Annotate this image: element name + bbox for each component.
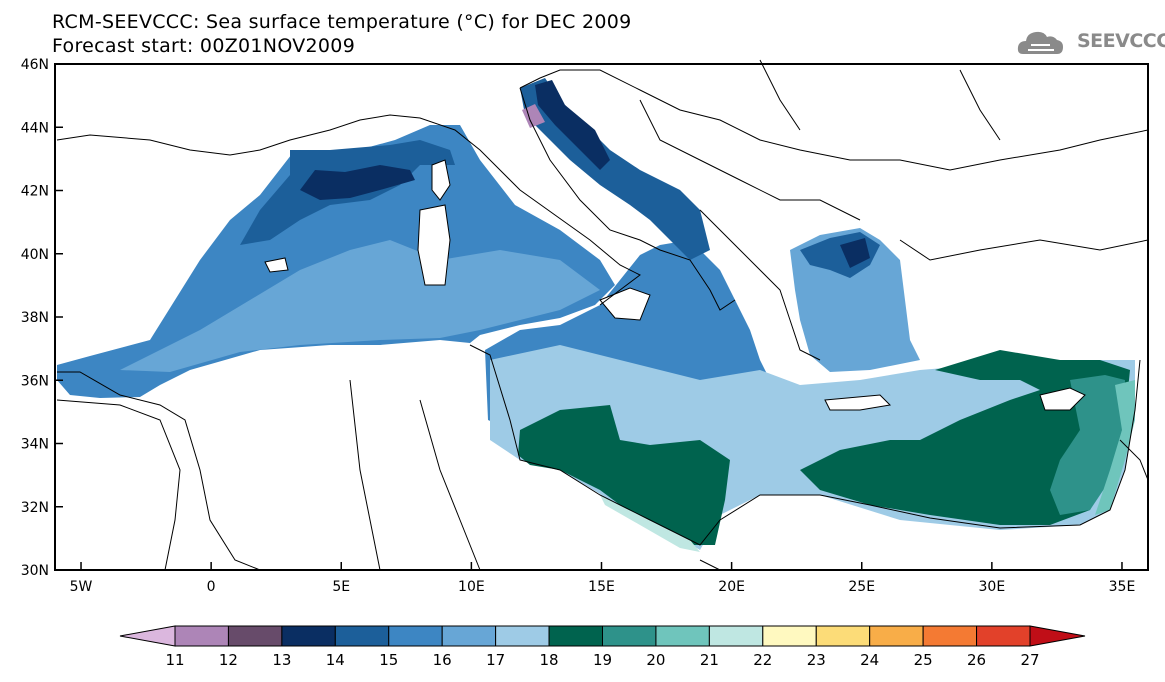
sardinia: [417, 204, 451, 286]
colorbar-label: 18: [540, 651, 559, 669]
colorbar-label: 27: [1020, 651, 1039, 669]
colorbar-label: 22: [753, 651, 772, 669]
colorbar-label: 14: [326, 651, 345, 669]
colorbar-label: 23: [807, 651, 826, 669]
y-axis: 46N 44N 42N 40N 38N 36N 34N 32N 30N: [21, 57, 63, 579]
colorbar-box: [281, 625, 336, 647]
islands: [264, 159, 1086, 411]
y-tick-label: 40N: [21, 247, 49, 263]
colorbar-box: [334, 625, 390, 647]
map-title: RCM-SEEVCCC: Sea surface temperature (°C…: [52, 11, 632, 33]
colorbar-label: 17: [486, 651, 505, 669]
colorbar-box: [174, 625, 229, 647]
x-tick-label: 15E: [588, 579, 615, 595]
north-adriatic-cold: [535, 80, 610, 170]
colorbar-label: 16: [433, 651, 452, 669]
colorbar-box: [655, 625, 710, 647]
colorbar-box: [869, 625, 924, 647]
colorbar-label: 21: [700, 651, 719, 669]
y-tick-label: 30N: [21, 563, 49, 579]
x-tick-label: 10E: [458, 579, 485, 595]
colorbar-label: 15: [379, 651, 398, 669]
colorbar-box: [602, 625, 657, 647]
colorbar-box: [441, 625, 497, 647]
y-tick-label: 44N: [21, 120, 49, 136]
y-tick-label: 46N: [21, 57, 49, 73]
y-tick-label: 36N: [21, 373, 49, 389]
y-tick-label: 42N: [21, 184, 49, 200]
x-tick-label: 5E: [332, 579, 350, 595]
colorbar-label: 11: [165, 651, 184, 669]
colorbar-box: [976, 625, 1031, 647]
mallorca: [264, 257, 289, 273]
x-tick-label: 0: [207, 579, 216, 595]
y-tick-label: 32N: [21, 500, 49, 516]
colorbar-label: 25: [914, 651, 933, 669]
colorbar-box: [227, 625, 283, 647]
colorbar-label: 13: [272, 651, 291, 669]
y-tick-label: 38N: [21, 310, 49, 326]
colorbar-box: [548, 625, 603, 647]
x-tick-label: 5W: [70, 579, 93, 595]
ligurian-cold-core: [300, 165, 415, 200]
forecast-start-subtitle: Forecast start: 00Z01NOV2009: [52, 35, 356, 57]
colorbar-box: [762, 625, 817, 647]
colorbar-min-arrow: [119, 625, 176, 647]
trieste-coldest: [522, 104, 545, 128]
colorbar-box: [922, 625, 978, 647]
cloud-icon: [1017, 31, 1063, 54]
sidra-margin: [600, 495, 700, 552]
x-tick-label: 25E: [848, 579, 875, 595]
colorbar-label: 19: [593, 651, 612, 669]
x-axis: 5W 0 5E 10E 15E 20E 25E 30E 35E: [70, 562, 1136, 595]
colorbar-box: [708, 625, 764, 647]
y-tick-label: 34N: [21, 437, 49, 453]
sst-field: [57, 78, 1135, 552]
colorbar-max-arrow: [1029, 625, 1086, 647]
gulf-of-sidra-warm: [518, 405, 730, 545]
corsica: [431, 159, 451, 201]
coastlines: [56, 59, 1149, 571]
colorbar-label: 24: [860, 651, 879, 669]
colorbar-label: 12: [219, 651, 238, 669]
x-tick-label: 20E: [718, 579, 745, 595]
colorbar-label: 20: [646, 651, 665, 669]
colorbar-box: [388, 625, 443, 647]
cyprus: [1039, 387, 1086, 411]
north-aegean-coldest: [840, 238, 870, 268]
colorbar-label: 26: [967, 651, 986, 669]
colorbar-box: [495, 625, 550, 647]
colorbar: 11 12 13 14 15 16 17 18 19 20 21 22 23 24 25 26 27: [119, 625, 1086, 669]
levantine-coastal: [1050, 375, 1125, 515]
levant-margin: [1095, 380, 1135, 515]
x-tick-label: 30E: [979, 579, 1006, 595]
crete: [824, 394, 892, 411]
x-tick-label: 35E: [1109, 579, 1136, 595]
colorbar-box: [815, 625, 871, 647]
seevccc-logo-text: SEEVCCC: [1077, 30, 1165, 52]
western-basin-warm: [120, 240, 600, 372]
